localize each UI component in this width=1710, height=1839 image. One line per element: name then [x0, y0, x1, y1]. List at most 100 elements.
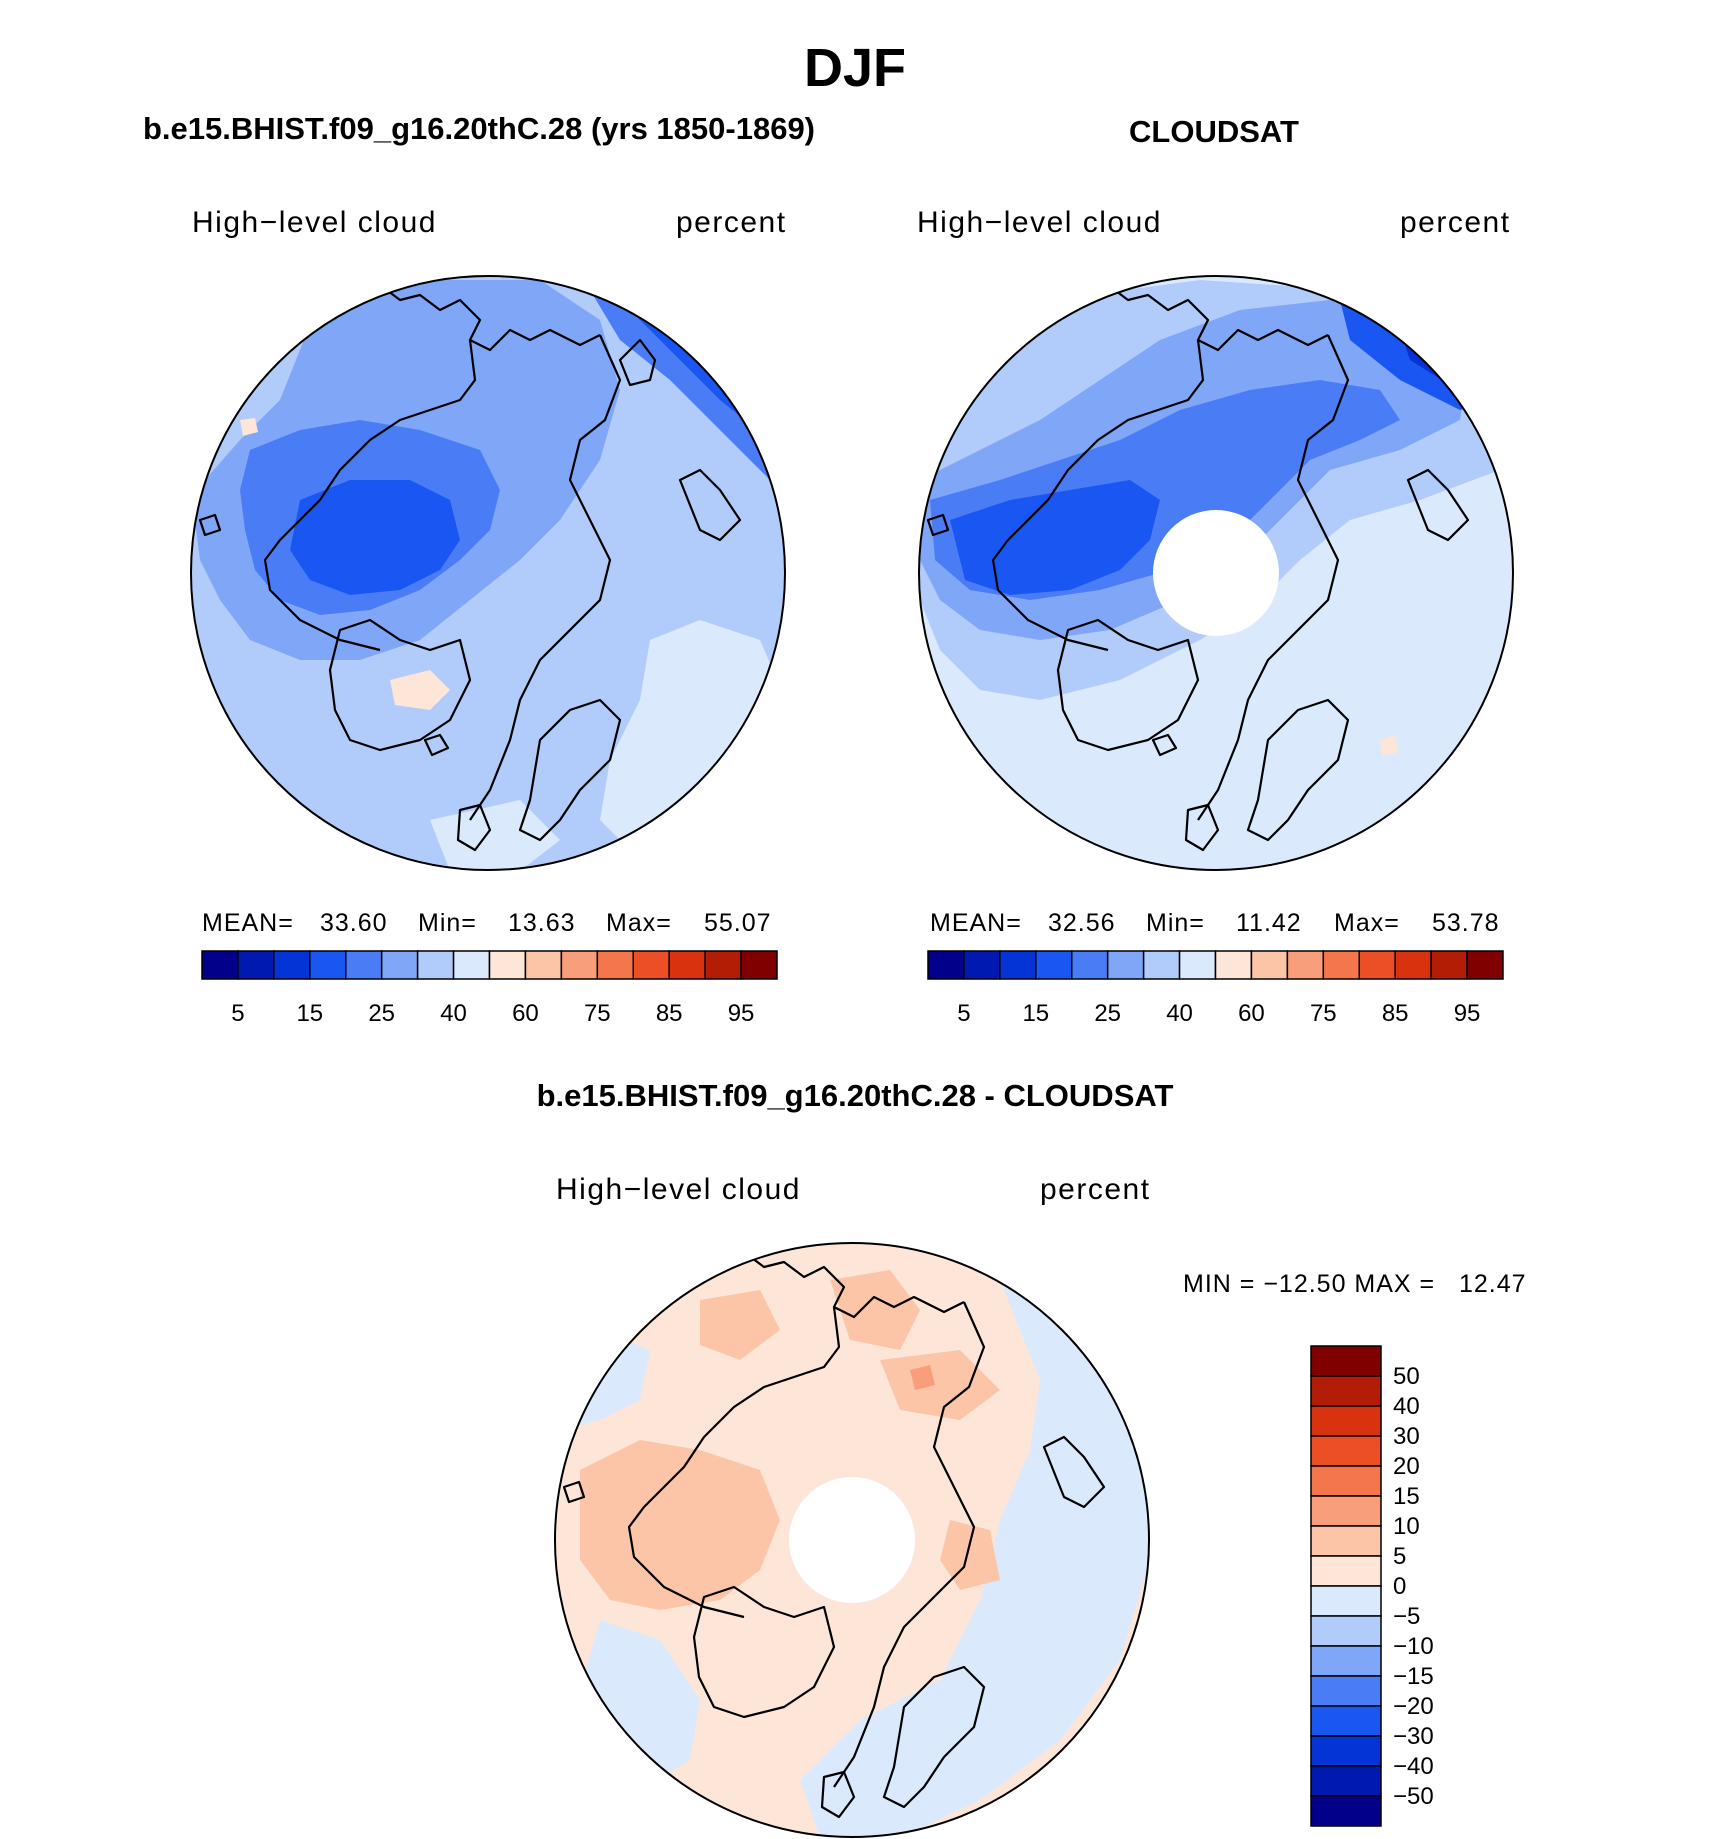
- colorbar-swatch: [1310, 1435, 1382, 1467]
- stat-max-value: 53.78: [1432, 909, 1500, 937]
- colorbar-swatch: [1310, 1465, 1382, 1497]
- panel-title: b.e15.BHIST.f09_g16.20thC.28 (yrs 1850-1…: [143, 111, 815, 146]
- field-region: [700, 1290, 780, 1360]
- colorbar-tick-label: 25: [368, 1000, 395, 1027]
- colorbar-swatch: [1310, 1555, 1382, 1587]
- colorbar-swatch: [309, 950, 347, 980]
- colorbar-tick-label: 95: [1454, 1000, 1481, 1027]
- colorbar-tick-label: −15: [1393, 1663, 1434, 1690]
- colorbar-tick-label: 85: [656, 1000, 683, 1027]
- field-region: [880, 1350, 1000, 1420]
- panel-left-label: High−level cloud: [192, 206, 437, 239]
- panel-left-label: High−level cloud: [917, 206, 1162, 239]
- colorbar-swatch: [1358, 950, 1396, 980]
- colorbar-swatch: [1310, 1735, 1382, 1767]
- colorbar-swatch: [1106, 950, 1145, 980]
- colorbar-tick-label: 30: [1393, 1423, 1420, 1450]
- colorbar-swatch: [1310, 1645, 1382, 1677]
- colorbar-tick-label: −40: [1393, 1753, 1434, 1780]
- coastlines: [926, 284, 1470, 852]
- colorbar-tick-label: 60: [1238, 1000, 1265, 1027]
- colorbar-tick-label: 10: [1393, 1513, 1420, 1540]
- colorbar-swatch: [1310, 1525, 1382, 1557]
- colorbar-tick-label: 60: [512, 1000, 539, 1027]
- colorbar-swatch: [1142, 950, 1181, 980]
- colorbar-swatch: [1310, 1495, 1382, 1527]
- stat-max-value: 55.07: [704, 909, 772, 937]
- colorbar-swatch: [1310, 1615, 1382, 1647]
- colorbar-swatch: [668, 950, 706, 980]
- colorbar-swatch: [273, 950, 311, 980]
- polar-map: [555, 1243, 1149, 1837]
- colorbar-swatch: [999, 950, 1037, 980]
- panel-difference: b.e15.BHIST.f09_g16.20thC.28 - CLOUDSAT …: [537, 1078, 1526, 1838]
- colorbar-tick-label: 75: [584, 1000, 611, 1027]
- panel-units-label: percent: [1400, 206, 1511, 239]
- stat-mean-value: 32.56: [1048, 909, 1116, 937]
- field-region: [800, 1280, 1149, 1837]
- colorbar-swatch: [1286, 950, 1325, 980]
- colorbar-swatch: [1322, 950, 1360, 980]
- stat-min-value: 11.42: [1236, 909, 1302, 937]
- panel-cloudsat: CLOUDSAT High−level cloud percent: [917, 114, 1514, 1027]
- colorbar-tick-label: −5: [1393, 1603, 1420, 1630]
- colorbar-tick-label: 95: [728, 1000, 755, 1027]
- colorbar-swatch: [596, 950, 634, 980]
- colorbar-tick-label: 0: [1393, 1573, 1406, 1600]
- colorbar-swatch: [1178, 950, 1217, 980]
- panel-title: CLOUDSAT: [1129, 114, 1299, 149]
- field-region: [950, 480, 1160, 595]
- colorbar-tick-label: 40: [1166, 1000, 1193, 1027]
- field-region: [290, 480, 460, 595]
- colorbar-tick-label: 5: [957, 1000, 970, 1027]
- colorbar-tick-label: −50: [1393, 1783, 1434, 1810]
- colorbar-tick-label: 5: [231, 1000, 244, 1027]
- colorbar-tick-label: 25: [1094, 1000, 1121, 1027]
- colorbar-swatch: [1310, 1705, 1382, 1737]
- stat-max-label: Max=: [606, 909, 672, 937]
- colorbar-tick-label: 50: [1393, 1363, 1420, 1390]
- coastlines: [562, 1251, 1106, 1819]
- stat-min-label: Min=: [418, 909, 477, 937]
- colorbar-swatch: [1466, 950, 1504, 980]
- field-region: [580, 1440, 780, 1610]
- colorbar-swatch: [416, 950, 455, 980]
- panel-title: b.e15.BHIST.f09_g16.20thC.28 - CLOUDSAT: [537, 1078, 1174, 1113]
- colorbar-swatch: [201, 950, 239, 980]
- stat-max-label: Max=: [1334, 909, 1400, 937]
- stat-min-value: 13.63: [508, 909, 576, 937]
- field-region: [940, 1520, 1000, 1590]
- panel-model: b.e15.BHIST.f09_g16.20thC.28 (yrs 1850-1…: [143, 111, 815, 1027]
- colorbar-swatch: [524, 950, 563, 980]
- colorbar: 5 15 25 40 60 75 85 95: [927, 950, 1504, 1027]
- colorbar-tick-label: 40: [1393, 1393, 1420, 1420]
- colorbar-swatch: [1310, 1585, 1382, 1617]
- colorbar-swatch: [1214, 950, 1253, 980]
- field-region: [1380, 735, 1398, 756]
- panel-left-label: High−level cloud: [556, 1173, 801, 1206]
- colorbar-swatch: [632, 950, 670, 980]
- field-region: [830, 1270, 920, 1350]
- colorbar-swatch: [963, 950, 1001, 980]
- stats-row: MEAN= 33.60 Min= 13.63 Max= 55.07: [202, 909, 772, 937]
- field-region: [910, 1365, 935, 1390]
- coastlines: [198, 284, 742, 852]
- colorbar-swatch: [1310, 1345, 1382, 1377]
- colorbar-swatch: [345, 950, 383, 980]
- colorbar-swatch: [704, 950, 742, 980]
- missing-data-hole: [1153, 510, 1279, 636]
- missing-data-hole: [789, 1477, 915, 1603]
- colorbar-swatch: [237, 950, 275, 980]
- map-border: [554, 1242, 1150, 1838]
- stat-mean-value: 33.60: [320, 909, 388, 937]
- field-region: [240, 418, 258, 436]
- colorbar-swatch: [740, 950, 778, 980]
- colorbar-tick-label: 20: [1393, 1453, 1420, 1480]
- colorbar-swatch: [1430, 950, 1468, 980]
- field-region: [430, 800, 560, 870]
- panel-units-label: percent: [676, 206, 787, 239]
- stat-mean-label: MEAN=: [202, 909, 294, 937]
- colorbar-swatch: [560, 950, 599, 980]
- colorbar-swatch: [927, 950, 965, 980]
